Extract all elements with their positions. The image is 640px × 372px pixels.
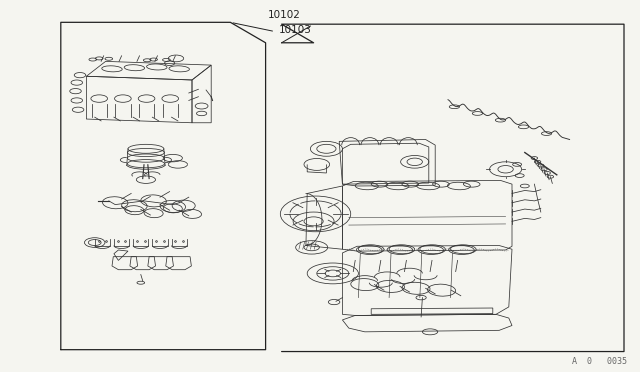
Text: 10103: 10103 [278,25,311,35]
Text: 10102: 10102 [268,10,300,20]
Text: A  0   0035: A 0 0035 [572,357,627,366]
